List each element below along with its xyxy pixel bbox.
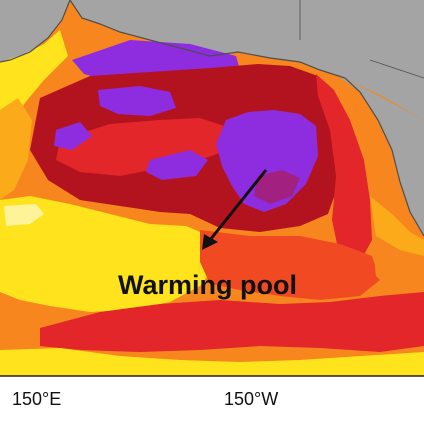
alaska-land bbox=[70, 0, 424, 120]
na-coastal-red bbox=[316, 74, 372, 262]
asia-coast-orange bbox=[0, 98, 32, 200]
warming-pool-arrow bbox=[202, 169, 268, 250]
north-cold-patch-3 bbox=[54, 122, 92, 150]
tick-label-150w: 150°W bbox=[224, 389, 279, 409]
southern-red-streak bbox=[40, 292, 424, 352]
north-cold-patch-2 bbox=[146, 150, 208, 180]
north-cold-patch-1 bbox=[98, 86, 176, 116]
east-yellow-coast bbox=[370, 196, 424, 256]
north-america-land bbox=[330, 70, 424, 236]
east-orange bbox=[372, 240, 424, 292]
tick-label-150e: 150°E bbox=[12, 389, 62, 409]
warming-pool-label: Warming pool bbox=[118, 270, 297, 300]
central-pale-yellow bbox=[4, 204, 44, 226]
mid-orange-band bbox=[200, 230, 380, 300]
interior-boundary-line bbox=[299, 0, 424, 79]
central-yellow-tongue bbox=[0, 196, 220, 312]
asia-coastline bbox=[0, 0, 71, 63]
southern-orange-strip bbox=[0, 324, 40, 350]
asia-land bbox=[0, 0, 70, 62]
alaska-coastline bbox=[69, 0, 424, 237]
warming-pool-ring bbox=[254, 170, 300, 204]
asia-coast-yellow bbox=[0, 30, 68, 160]
southern-yellow-strip bbox=[0, 348, 424, 376]
